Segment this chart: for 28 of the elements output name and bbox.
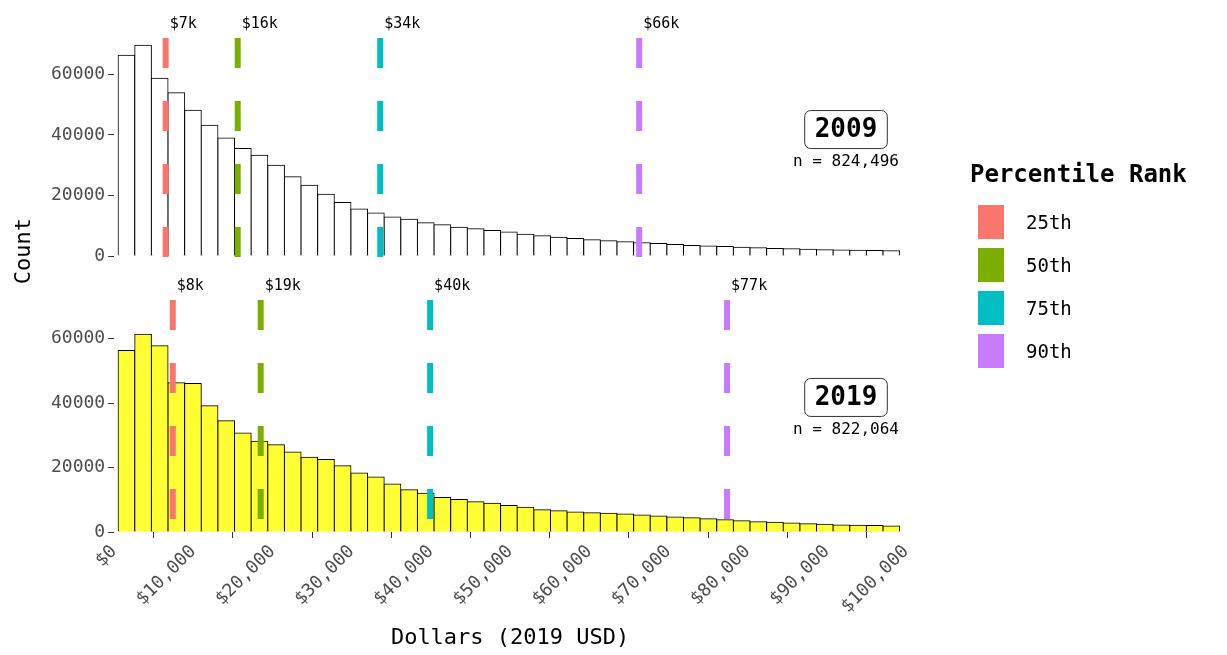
y-tick-label: 40000 [51, 390, 106, 412]
x-axis-title: Dollars (2019 USD) [390, 623, 630, 649]
ref-line-label: $66k [643, 14, 680, 33]
ref-line-label: $8k [176, 276, 204, 295]
y-tick-label: 0 [94, 243, 106, 265]
ref-line-label: $40k [434, 276, 471, 295]
ref-line-label: $77k [731, 276, 768, 295]
annotation: 2019 [814, 381, 878, 412]
category-label: 50th [1026, 253, 1072, 276]
annotation: 2009 [814, 113, 878, 144]
annotation: n = 822,064 [793, 418, 899, 438]
ref-line-label: $34k [384, 14, 421, 33]
y-tick-label: 60000 [51, 62, 106, 84]
category-label: 25th [1026, 210, 1072, 233]
y-tick-label: 0 [94, 519, 106, 541]
y-tick-label: 40000 [51, 122, 106, 144]
ref-line-label: $7k [169, 14, 197, 33]
annotation: n = 824,496 [793, 150, 899, 170]
ref-line-label: $19k [264, 276, 301, 295]
y-axis-title: Count [10, 218, 35, 285]
ref-line-label: $16k [241, 14, 278, 33]
category-label: 90th [1026, 339, 1072, 362]
y-tick-label: 20000 [51, 455, 106, 477]
y-tick-label: 20000 [51, 183, 106, 205]
category-label: 75th [1026, 296, 1072, 319]
x-tick-label: $0 [90, 539, 121, 571]
legend-title: Percentile Rank [970, 160, 1187, 188]
y-tick-label: 60000 [51, 326, 106, 348]
